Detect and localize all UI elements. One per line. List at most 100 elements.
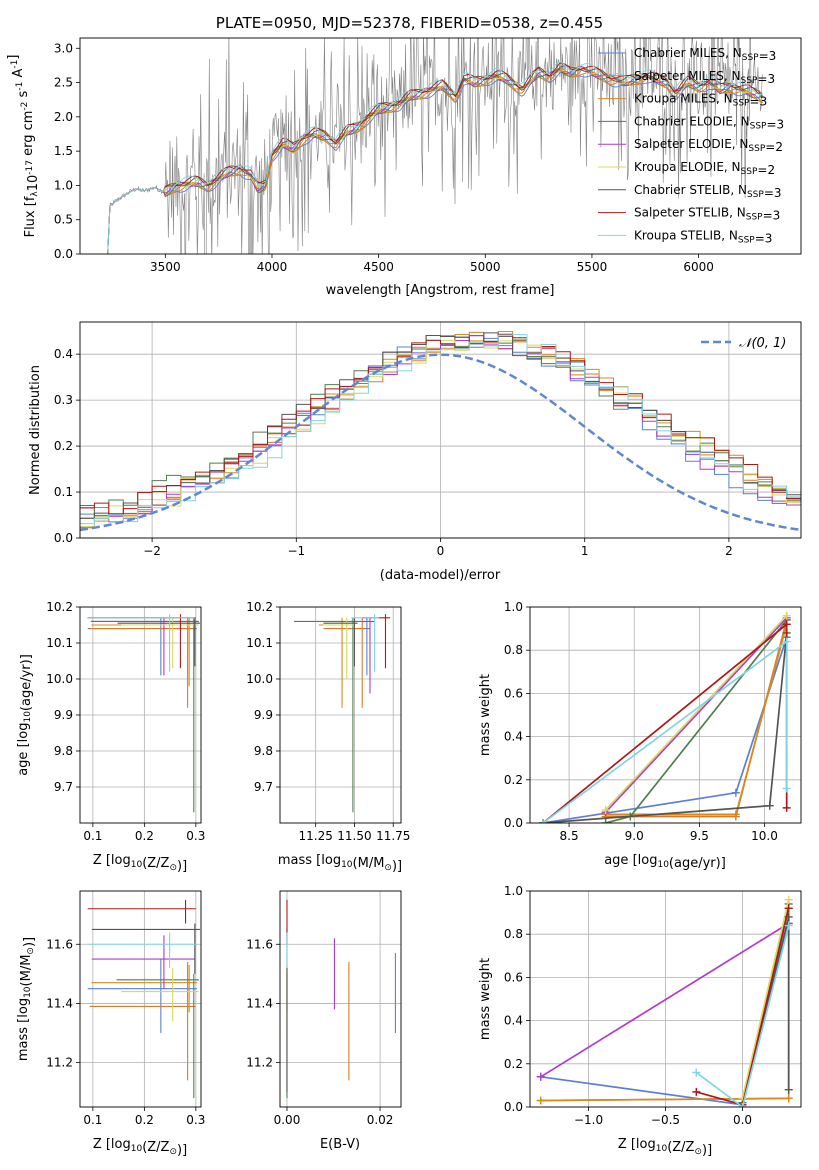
y-tick-label: 0.0: [54, 247, 73, 261]
gaussian-curve: [80, 353, 801, 532]
y-tick-label: 0.4: [54, 347, 73, 361]
weight-marker: [692, 1087, 701, 1096]
weight-marker: [784, 895, 793, 904]
x-tick-label: 1: [581, 544, 589, 558]
weight-marker: [536, 1096, 545, 1105]
age-vs-Z-ylabel: age [log10(age/yr)]: [16, 654, 34, 776]
age-vs-Z-xlabel: Z [log10(Z/Z⊙)]: [93, 853, 187, 874]
x-tick-label: 2: [725, 544, 733, 558]
weight-marker: [731, 788, 740, 797]
x-tick-label: 9.5: [690, 829, 709, 843]
weight-marker: [782, 620, 791, 629]
y-tick-label: 10.0: [246, 672, 273, 686]
residuals-ylabel: Normed distribution: [28, 365, 43, 495]
weight-vs-Z-xlabel: Z [log10(Z/Z⊙)]: [618, 1137, 712, 1158]
x-tick-label: 3500: [150, 260, 181, 274]
x-tick-label: 0: [437, 544, 445, 558]
axes-frame: [79, 321, 802, 539]
y-tick-label: 0.0: [54, 531, 73, 545]
model-spectrum: [107, 62, 763, 254]
weight-marker: [536, 1072, 545, 1081]
axes-frame: [279, 606, 402, 824]
mass-vs-Z-ylabel: mass [log10(M/M⊙)]: [16, 937, 37, 1061]
x-tick-label: 0.2: [135, 829, 154, 843]
legend-entry: Salpeter MILES, NSSP=3: [634, 69, 775, 86]
x-tick-label: 0.0: [733, 1113, 752, 1127]
x-tick-label: 4000: [257, 260, 288, 274]
weight-vs-age-panel: 8.5 9.0 9.5 10.0 0.0 0.2 0.4 0.6 0.8 1.0: [504, 600, 802, 843]
age-vs-mass-xlabel: mass [log10(M/M⊙)]: [278, 853, 402, 874]
figure-title: PLATE=0950, MJD=52378, FIBERID=0538, z=0…: [216, 14, 603, 32]
weight-line: [542, 639, 788, 823]
legend-entry: Kroupa STELIB, NSSP=3: [634, 228, 772, 245]
histogram-step: [80, 335, 801, 516]
mass-vs-ebv-panel: 0.00 0.02 11.2 11.4 11.6: [246, 890, 402, 1127]
legend-entry: Chabrier STELIB, NSSP=3: [634, 183, 782, 200]
y-tick-label: 11.2: [246, 1056, 273, 1070]
y-tick-label: 1.0: [54, 178, 73, 192]
y-tick-label: 0.0: [504, 816, 523, 830]
y-tick-label: 9.8: [254, 744, 273, 758]
weight-vs-Z-ylabel: mass weight: [478, 958, 493, 1040]
weight-line: [695, 925, 790, 1107]
x-tick-label: 4500: [363, 260, 394, 274]
weight-vs-Z-panel: −1.0 −0.5 0.0 0.0 0.2 0.4 0.6 0.8 1.0: [504, 884, 802, 1127]
weight-marker: [601, 819, 610, 823]
x-tick-label: 0.02: [367, 1113, 394, 1127]
y-tick-label: 2.0: [54, 110, 73, 124]
legend-entry: Kroupa MILES, NSSP=3: [634, 92, 767, 109]
y-tick-label: 11.6: [246, 937, 273, 951]
legend-entry: Chabrier ELODIE, NSSP=3: [634, 114, 784, 131]
x-tick-label: −1.0: [574, 1113, 603, 1127]
model-spectrum: [107, 66, 763, 254]
y-tick-label: 2.5: [54, 76, 73, 90]
y-tick-label: 10.2: [246, 600, 273, 614]
y-tick-label: 0.4: [504, 730, 523, 744]
axes-frame: [279, 890, 402, 1108]
x-tick-label: 11.50: [337, 829, 371, 843]
weight-marker: [782, 611, 791, 620]
weight-marker: [784, 1094, 793, 1103]
y-tick-label: 0.8: [504, 643, 523, 657]
x-tick-label: 8.5: [560, 829, 579, 843]
weight-marker: [782, 803, 791, 812]
weight-vs-age-ylabel: mass weight: [478, 674, 493, 756]
y-tick-label: 0.6: [504, 686, 523, 700]
weight-line: [741, 899, 790, 1099]
weight-marker: [765, 801, 774, 810]
axes-frame: [79, 37, 802, 255]
y-tick-label: 0.2: [54, 439, 73, 453]
y-tick-label: 11.6: [46, 937, 73, 951]
plot-area: [87, 614, 200, 813]
weight-line: [542, 632, 788, 823]
weight-line: [604, 615, 788, 811]
legend-entry: Salpeter STELIB, NSSP=3: [634, 206, 780, 223]
x-tick-label: 0.00: [274, 1113, 301, 1127]
gaussian-legend-entry: 𝒩(0, 1): [739, 336, 786, 351]
legend-entry: Salpeter ELODIE, NSSP=2: [634, 137, 783, 154]
plot-area: [539, 611, 791, 823]
histogram-step: [80, 332, 801, 519]
weight-marker: [782, 784, 791, 793]
weight-marker: [784, 921, 793, 930]
histogram-step: [80, 331, 801, 522]
y-tick-label: 0.3: [54, 393, 73, 407]
weight-vs-age-xlabel: age [log10(age/yr)]: [604, 853, 726, 871]
weight-marker: [784, 1085, 793, 1094]
legend-entry: Chabrier MILES, NSSP=3: [634, 46, 776, 63]
y-tick-label: 10.1: [246, 636, 273, 650]
x-tick-label: −1: [287, 544, 305, 558]
histogram-step: [80, 335, 801, 529]
weight-marker: [731, 810, 740, 819]
x-tick-label: 10.0: [751, 829, 778, 843]
spectrum-ylabel: Flux [fλ10-17 erg cm-2 s-1 A-1]: [6, 55, 41, 238]
residuals-xlabel: (data-model)/error: [380, 568, 501, 583]
y-tick-label: 0.0: [504, 1100, 523, 1114]
y-tick-label: 0.8: [504, 927, 523, 941]
y-tick-label: 1.0: [504, 600, 523, 614]
histogram-step: [80, 333, 801, 515]
spectrum-legend: Chabrier MILES, NSSP=3 Salpeter MILES, NS…: [598, 46, 784, 245]
axes-frame: [529, 606, 802, 824]
y-tick-label: 10.0: [46, 672, 73, 686]
